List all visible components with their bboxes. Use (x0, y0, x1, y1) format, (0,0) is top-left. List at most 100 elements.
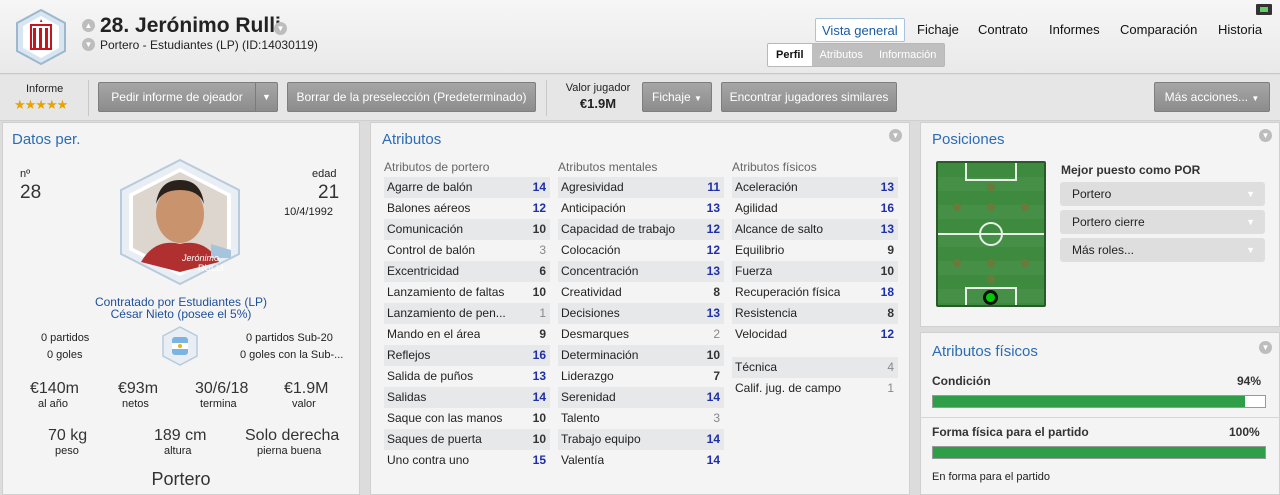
player-subtitle: Portero - Estudiantes (LP) (ID:14030119) (100, 38, 318, 52)
foot-value: Solo derecha (245, 427, 340, 444)
attribute-row[interactable]: Concentración 13 (558, 261, 724, 282)
attribute-value: 10 (532, 222, 546, 236)
attribute-value: 10 (706, 348, 720, 362)
divider (920, 417, 1280, 418)
tab-history[interactable]: Historia (1218, 22, 1263, 37)
attribute-value: 15 (532, 453, 546, 467)
attribute-value: 13 (706, 306, 720, 320)
clear-shortlist-button[interactable]: Borrar de la preselección (Predeterminad… (287, 82, 536, 112)
attribute-row[interactable]: Agresividad 11 (558, 177, 724, 198)
attribute-label: Excentricidad (387, 264, 460, 278)
divider (546, 80, 547, 116)
find-similar-button[interactable]: Encontrar jugadores similares (721, 82, 897, 112)
tab-contract[interactable]: Contrato (978, 22, 1028, 37)
attribute-row[interactable]: Salida de puños 13 (384, 366, 550, 387)
contracted-by-link[interactable]: Contratado por Estudiantes (LP) (94, 295, 268, 309)
attribute-row[interactable]: Comunicación 10 (384, 219, 550, 240)
attribute-row[interactable]: Liderazgo 7 (558, 366, 724, 387)
physical-header: Atributos físicos (732, 160, 817, 174)
attribute-row[interactable]: Anticipación 13 (558, 198, 724, 219)
birthdate: 10/4/1992 (284, 206, 333, 218)
chevron-down-icon: ▼ (694, 94, 702, 103)
attribute-row[interactable]: Lanzamiento de pen... 1 (384, 303, 550, 324)
attribute-row[interactable]: Uno contra uno 15 (384, 450, 550, 471)
attribute-label: Serenidad (561, 390, 616, 404)
attribute-value: 13 (880, 180, 894, 194)
attribute-label: Mando en el área (387, 327, 481, 341)
attribute-row[interactable]: Salidas 14 (384, 387, 550, 408)
role-more[interactable]: Más roles... ▼ (1060, 238, 1265, 262)
attribute-row[interactable]: Talento 3 (558, 408, 724, 429)
attribute-row[interactable]: Balones aéreos 12 (384, 198, 550, 219)
attribute-row[interactable]: Capacidad de trabajo 12 (558, 219, 724, 240)
subtab-profile[interactable]: Perfil (768, 44, 812, 66)
tab-comparison[interactable]: Comparación (1120, 22, 1198, 37)
exit-icon[interactable] (1256, 4, 1272, 15)
tab-overview[interactable]: Vista general (815, 18, 905, 42)
chevron-down-icon[interactable]: ▼ (255, 83, 277, 111)
attribute-row[interactable]: Equilibrio 9 (732, 240, 898, 261)
attribute-value: 14 (532, 180, 546, 194)
caps: 0 partidos (41, 332, 90, 344)
attribute-value: 12 (706, 222, 720, 236)
chevron-down-icon[interactable]: ▼ (1259, 129, 1272, 142)
attribute-row[interactable]: Decisiones 13 (558, 303, 724, 324)
attribute-value: 10 (532, 285, 546, 299)
attribute-value: 16 (880, 201, 894, 215)
attribute-row[interactable]: Determinación 10 (558, 345, 724, 366)
more-actions-label: Más acciones... (1164, 90, 1249, 104)
subtab-attributes[interactable]: Atributos (819, 49, 863, 61)
attribute-row[interactable]: Reflejos 16 (384, 345, 550, 366)
attribute-row[interactable]: Técnica 4 (732, 357, 898, 378)
attribute-value: 13 (532, 369, 546, 383)
attribute-row[interactable]: Valentía 14 (558, 450, 724, 471)
attributes-title: Atributos (382, 131, 442, 148)
role-goalkeeper[interactable]: Portero ▼ (1060, 182, 1265, 206)
attribute-row[interactable]: Aceleración 13 (732, 177, 898, 198)
chevron-down-icon[interactable]: ▼ (1259, 341, 1272, 354)
attribute-value: 13 (880, 222, 894, 236)
attribute-row[interactable]: Agarre de balón 14 (384, 177, 550, 198)
attribute-row[interactable]: Calif. jug. de campo 1 (732, 378, 898, 399)
player-menu-button[interactable]: ▼ (274, 22, 287, 35)
height-label: altura (164, 445, 192, 457)
attribute-row[interactable]: Trabajo equipo 14 (558, 429, 724, 450)
transfer-menu-button[interactable]: Fichaje ▼ (642, 82, 712, 112)
attribute-row[interactable]: Alcance de salto 13 (732, 219, 898, 240)
role-sweeper-keeper[interactable]: Portero cierre ▼ (1060, 210, 1265, 234)
attribute-row[interactable]: Velocidad 12 (732, 324, 898, 345)
chevron-down-icon[interactable]: ▼ (889, 129, 902, 142)
attribute-row[interactable]: Fuerza 10 (732, 261, 898, 282)
owner-link[interactable]: César Nieto (posee el 5%) (110, 307, 252, 321)
scout-report-button[interactable]: Pedir informe de ojeador ▼ (98, 82, 278, 112)
attribute-label: Talento (561, 411, 600, 425)
more-actions-button[interactable]: Más acciones... ▼ (1154, 82, 1270, 112)
attribute-row[interactable]: Creatividad 8 (558, 282, 724, 303)
attribute-row[interactable]: Serenidad 14 (558, 387, 724, 408)
attribute-row[interactable]: Agilidad 16 (732, 198, 898, 219)
attribute-label: Control de balón (387, 243, 476, 257)
tab-transfer[interactable]: Fichaje (917, 22, 959, 37)
attribute-row[interactable]: Desmarques 2 (558, 324, 724, 345)
next-player-button[interactable]: ▼ (82, 38, 95, 51)
position-dot (953, 203, 961, 211)
chevron-down-icon: ▼ (1246, 189, 1255, 199)
report-stars: ★★★★★ (14, 97, 68, 112)
report-label: Informe (26, 83, 64, 95)
attribute-row[interactable]: Recuperación física 18 (732, 282, 898, 303)
attribute-row[interactable]: Mando en el área 9 (384, 324, 550, 345)
previous-player-button[interactable]: ▲ (82, 19, 95, 32)
personal-title: Datos per. (12, 131, 81, 148)
subtab-information[interactable]: Información (878, 49, 937, 61)
attribute-row[interactable]: Saque con las manos 10 (384, 408, 550, 429)
attribute-row[interactable]: Lanzamiento de faltas 10 (384, 282, 550, 303)
attribute-row[interactable]: Colocación 12 (558, 240, 724, 261)
attribute-row[interactable]: Excentricidad 6 (384, 261, 550, 282)
attribute-label: Creatividad (561, 285, 622, 299)
attribute-label: Calif. jug. de campo (735, 381, 842, 395)
tab-reports[interactable]: Informes (1049, 22, 1100, 37)
attribute-row[interactable]: Resistencia 8 (732, 303, 898, 324)
attribute-row[interactable]: Saques de puerta 10 (384, 429, 550, 450)
attribute-row[interactable]: Control de balón 3 (384, 240, 550, 261)
attribute-label: Equilibrio (735, 243, 785, 257)
